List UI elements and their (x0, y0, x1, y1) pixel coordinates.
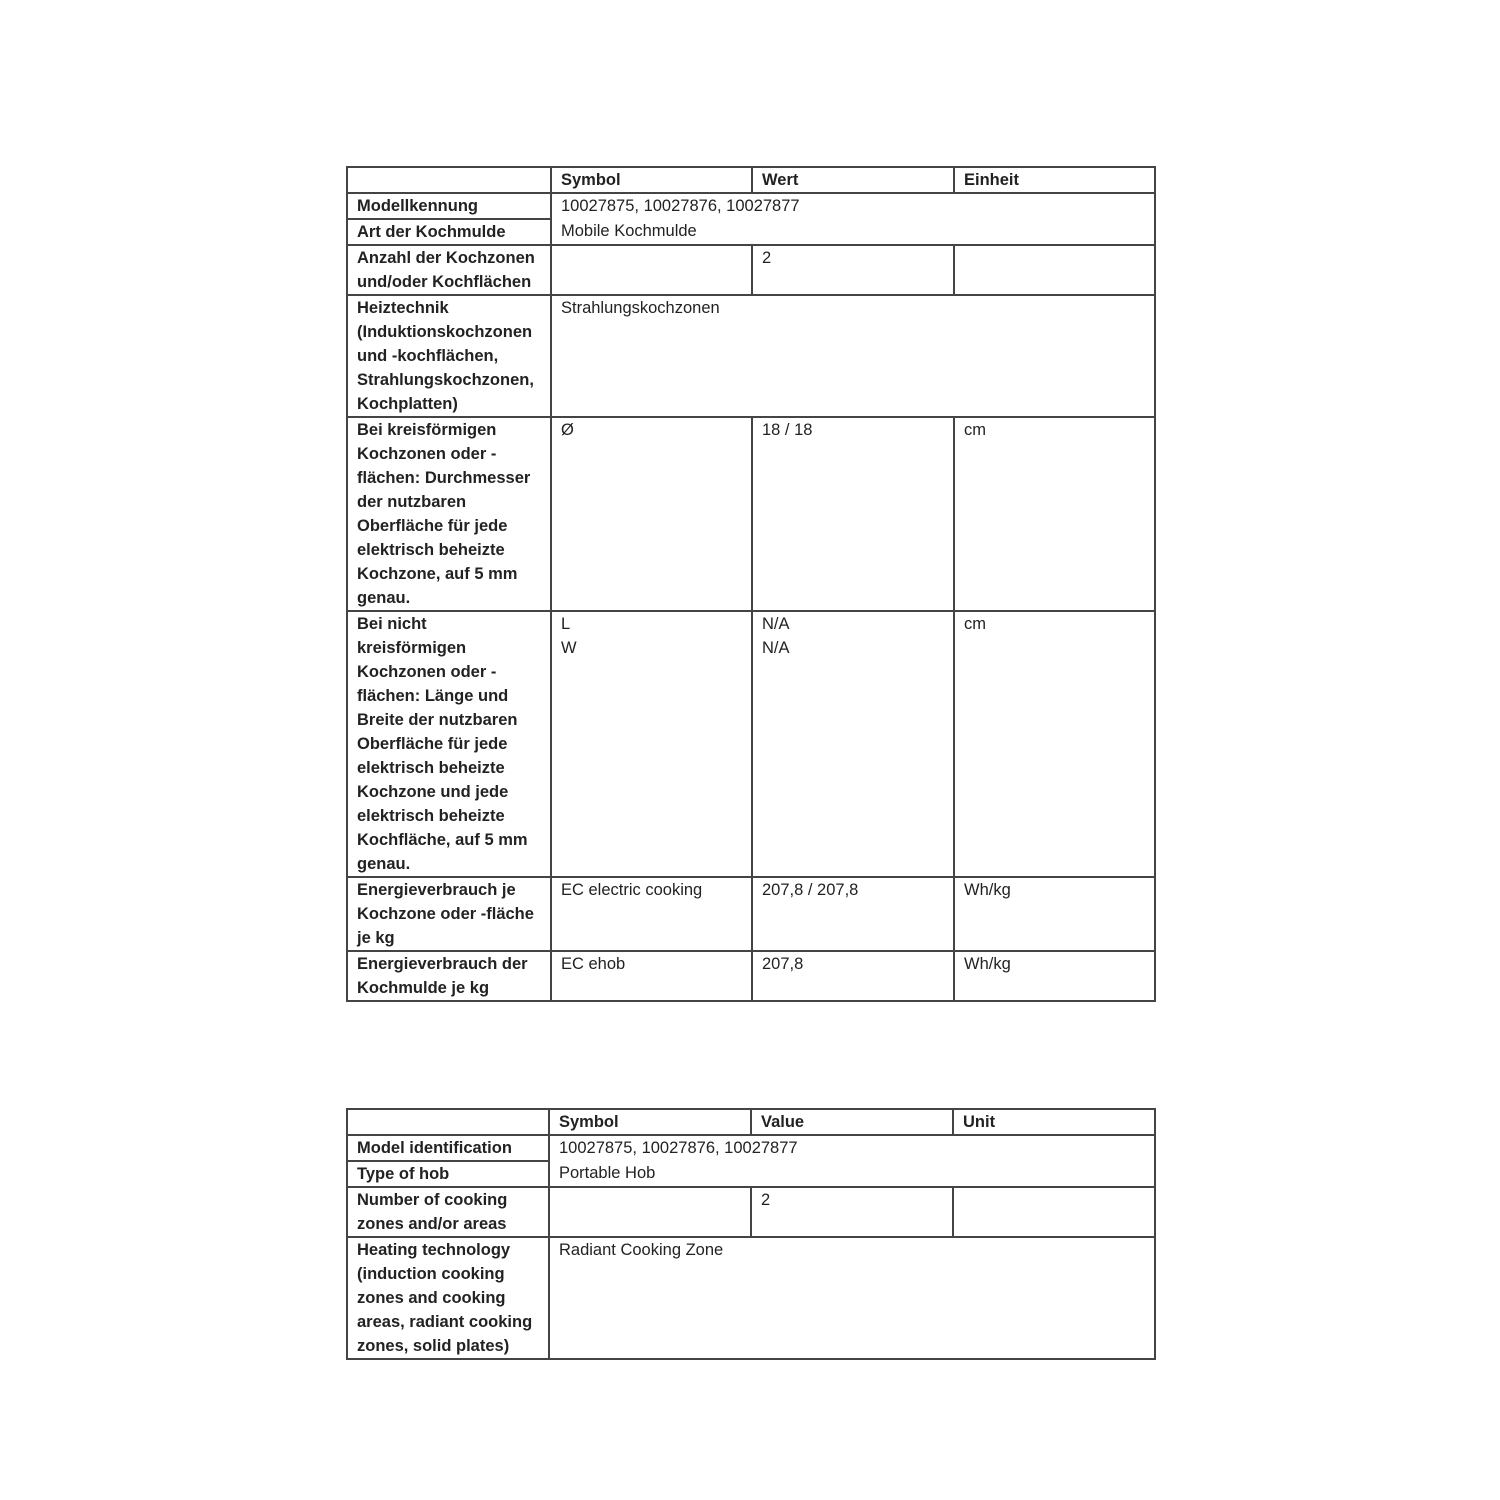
zones-symbol (548, 1186, 752, 1238)
table-row: Number of cooking zones and/or areas 2 (346, 1186, 1156, 1238)
tech-value: Radiant Cooking Zone (548, 1236, 1156, 1360)
table-row: Model identification 10027875, 10027876,… (346, 1134, 1156, 1162)
type-value: Portable Hob (548, 1161, 1156, 1188)
type-value: Mobile Kochmulde (550, 219, 1156, 246)
ec-zone-unit: Wh/kg (953, 876, 1156, 952)
row-label: Heiztechnik (Induktionskochzonen und -ko… (346, 294, 552, 418)
zones-symbol (550, 244, 753, 296)
ec-hob-symbol: EC ehob (550, 950, 753, 1002)
circ-unit: cm (953, 416, 1156, 612)
row-label: Anzahl der Kochzonen und/oder Kochfläche… (346, 244, 552, 296)
row-label: Type of hob (346, 1160, 550, 1188)
header-row: Symbol Wert Einheit (346, 166, 1156, 194)
noncirc-symbol: L W (550, 610, 753, 878)
row-label: Modellkennung (346, 192, 552, 220)
model-value: 10027875, 10027876, 10027877 (550, 192, 1156, 219)
spec-table-german: Symbol Wert Einheit Modellkennung 100278… (346, 166, 1156, 1002)
row-label: Bei nicht kreisförmigen Kochzonen oder -… (346, 610, 552, 878)
table-row: Bei nicht kreisförmigen Kochzonen oder -… (346, 610, 1156, 878)
zones-unit (952, 1186, 1156, 1238)
table-row: Bei kreisförmigen Kochzonen oder - fläch… (346, 416, 1156, 612)
header-value: Wert (751, 166, 955, 194)
zones-value: 2 (750, 1186, 954, 1238)
table-row: Energieverbrauch der Kochmulde je kg EC … (346, 950, 1156, 1002)
tech-value: Strahlungskochzonen (550, 294, 1156, 418)
noncirc-value: N/A N/A (751, 610, 955, 878)
header-row: Symbol Value Unit (346, 1108, 1156, 1136)
circ-symbol: Ø (550, 416, 753, 612)
header-empty (346, 166, 552, 194)
row-label: Bei kreisförmigen Kochzonen oder - fläch… (346, 416, 552, 612)
circ-value: 18 / 18 (751, 416, 955, 612)
model-value: 10027875, 10027876, 10027877 (548, 1134, 1156, 1161)
ec-zone-symbol: EC electric cooking (550, 876, 753, 952)
spec-table-english: Symbol Value Unit Model identification 1… (346, 1108, 1156, 1360)
header-symbol: Symbol (550, 166, 753, 194)
table-row: Type of hob Portable Hob (346, 1160, 1156, 1188)
row-label: Number of cooking zones and/or areas (346, 1186, 550, 1238)
ec-hob-value: 207,8 (751, 950, 955, 1002)
table-row: Heating technology (induction cooking zo… (346, 1236, 1156, 1360)
header-unit: Unit (952, 1108, 1156, 1136)
ec-hob-unit: Wh/kg (953, 950, 1156, 1002)
zones-unit (953, 244, 1156, 296)
zones-value: 2 (751, 244, 955, 296)
header-empty (346, 1108, 550, 1136)
ec-zone-value: 207,8 / 207,8 (751, 876, 955, 952)
row-label: Energieverbrauch der Kochmulde je kg (346, 950, 552, 1002)
noncirc-unit: cm (953, 610, 1156, 878)
header-symbol: Symbol (548, 1108, 752, 1136)
row-label: Energieverbrauch je Kochzone oder -fläch… (346, 876, 552, 952)
row-label: Heating technology (induction cooking zo… (346, 1236, 550, 1360)
row-label: Model identification (346, 1134, 550, 1162)
table-row: Energieverbrauch je Kochzone oder -fläch… (346, 876, 1156, 952)
header-unit: Einheit (953, 166, 1156, 194)
table-row: Anzahl der Kochzonen und/oder Kochfläche… (346, 244, 1156, 296)
table-row: Art der Kochmulde Mobile Kochmulde (346, 218, 1156, 246)
header-value: Value (750, 1108, 954, 1136)
table-row: Heiztechnik (Induktionskochzonen und -ko… (346, 294, 1156, 418)
row-label: Art der Kochmulde (346, 218, 552, 246)
table-row: Modellkennung 10027875, 10027876, 100278… (346, 192, 1156, 220)
